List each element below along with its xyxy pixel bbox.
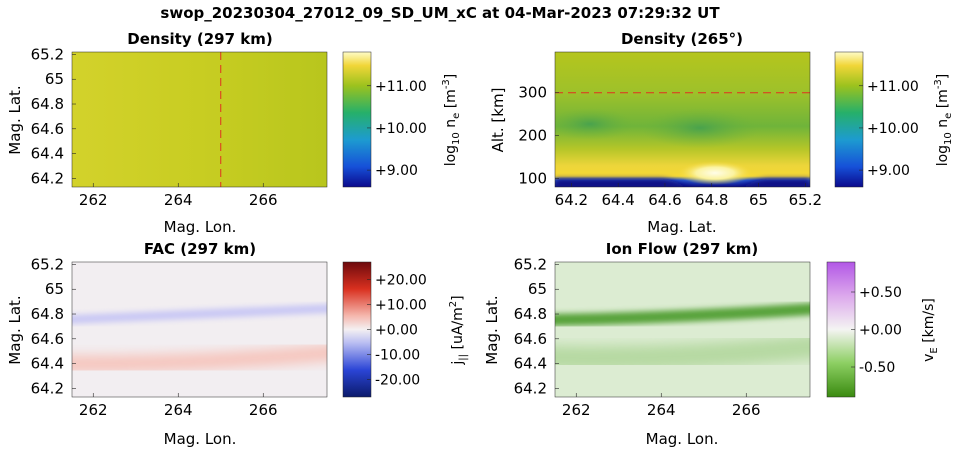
panel-2-ylabel: Alt. [km] <box>489 88 507 153</box>
panel-2-peak-spot <box>677 161 753 185</box>
panel-1-colorbar <box>342 51 372 188</box>
y-tick-label: 200 <box>518 127 547 145</box>
y-tick-label: 65 <box>45 280 64 298</box>
x-tick-label: 65 <box>749 191 768 209</box>
panel-1-field <box>72 52 327 187</box>
colorbar-tick-label: +0.50 <box>859 285 902 301</box>
panel-4-band <box>555 303 810 326</box>
panel-fac-297km: FAC (297 km) 262 264 266 64.2 64.4 64.6 64.8 65… <box>6 240 469 448</box>
colorbar-tick-label: +11.00 <box>867 79 919 95</box>
panel-3-band <box>72 344 327 372</box>
panel-4-xlabel: Mag. Lon. <box>646 430 719 448</box>
figure-title: swop_20230304_27012_09_SD_UM_xC at 04-Ma… <box>160 4 720 22</box>
panel-3-xlabel: Mag. Lon. <box>164 430 237 448</box>
panel-density-265deg: Density (265°) 64.2 64.4 64.6 64.8 65 65.2 100… <box>489 30 954 236</box>
panel-3-title: FAC (297 km) <box>144 240 256 258</box>
panel-2-colorbar <box>834 51 864 188</box>
y-tick-label: 65.2 <box>31 255 64 273</box>
colorbar-tick-label: +11.00 <box>375 79 427 95</box>
panel-ion-flow-297km: Ion Flow (297 km) 262 264 266 64.2 64.4 64.6 6… <box>483 240 940 448</box>
panel-4-colorbar-label: vE [km/s] <box>921 298 940 362</box>
panel-3-colorbar-label: j|| [uA/m2] <box>448 295 469 365</box>
colorbar-tick-label: +9.00 <box>375 163 418 179</box>
colorbar-tick-label: +0.00 <box>375 323 418 339</box>
panel-2-title: Density (265°) <box>621 30 743 48</box>
x-tick-label: 266 <box>249 401 278 419</box>
panel-2-frame <box>554 51 811 188</box>
panel-1-xlabel: Mag. Lon. <box>164 218 237 236</box>
y-tick-label: 64.2 <box>31 169 64 187</box>
y-tick-label: 64.6 <box>31 330 64 348</box>
y-tick-label: 65.2 <box>31 45 64 63</box>
panel-4-ylabel: Mag. Lat. <box>483 295 501 364</box>
panel-2-depleted-layer <box>555 179 810 187</box>
y-tick-label: 64.4 <box>31 355 64 373</box>
panel-2-xlabel: Mag. Lat. <box>647 218 716 236</box>
x-tick-label: 64.4 <box>601 191 634 209</box>
colorbar-tick-label: +0.00 <box>859 323 902 339</box>
panel-3-colorbar <box>342 261 372 398</box>
y-tick-label: 65.2 <box>514 255 547 273</box>
y-tick-label: 100 <box>518 169 547 187</box>
x-tick-label: 266 <box>249 191 278 209</box>
y-tick-label: 65 <box>528 280 547 298</box>
colorbar-tick-label: +10.00 <box>375 121 427 137</box>
colorbar-tick-label: +20.00 <box>375 273 427 289</box>
panel-3-ylabel: Mag. Lat. <box>6 295 24 364</box>
y-tick-label: 64.8 <box>514 305 547 323</box>
x-tick-label: 262 <box>79 401 108 419</box>
x-tick-label: 264 <box>164 191 193 209</box>
panel-4-field <box>555 262 810 397</box>
colorbar-tick-label: +10.00 <box>867 121 919 137</box>
y-tick-label: 64.2 <box>514 379 547 397</box>
panel-3-frame <box>71 261 328 398</box>
panel-4-frame <box>554 261 811 398</box>
panel-3-field <box>72 262 327 397</box>
y-tick-label: 64.4 <box>514 355 547 373</box>
colorbar-tick-label: +10.00 <box>375 298 427 314</box>
y-tick-label: 64.4 <box>31 145 64 163</box>
panel-4-title: Ion Flow (297 km) <box>606 240 758 258</box>
panel-1-title: Density (297 km) <box>127 30 272 48</box>
panel-4-band <box>555 335 810 371</box>
y-tick-label: 64.2 <box>31 379 64 397</box>
x-tick-label: 266 <box>732 401 761 419</box>
y-tick-label: 64.6 <box>31 120 64 138</box>
panel-1-frame <box>71 51 328 188</box>
x-tick-label: 264 <box>647 401 676 419</box>
x-tick-label: 262 <box>79 191 108 209</box>
y-tick-label: 300 <box>518 84 547 102</box>
panel-2-dark-patch <box>640 108 760 148</box>
y-tick-label: 64.6 <box>514 330 547 348</box>
x-tick-label: 262 <box>562 401 591 419</box>
y-tick-label: 64.8 <box>31 305 64 323</box>
panel-3-band <box>72 304 327 324</box>
panel-1-ylabel: Mag. Lat. <box>6 85 24 154</box>
panel-density-297km: Density (297 km) 262 264 266 64.2 64.4 64.6 64… <box>6 30 462 236</box>
panel-1-colorbar-label: log10 ne [m-3] <box>441 74 462 167</box>
colorbar-tick-label: +9.00 <box>867 163 910 179</box>
x-tick-label: 64.2 <box>555 191 588 209</box>
panel-2-colorbar-label: log10 ne [m-3] <box>933 74 954 167</box>
colorbar-tick-label: -0.50 <box>859 360 895 376</box>
x-tick-label: 65.2 <box>789 191 822 209</box>
y-tick-label: 64.8 <box>31 95 64 113</box>
colorbar-tick-label: -10.00 <box>375 348 420 364</box>
x-tick-label: 64.8 <box>695 191 728 209</box>
x-tick-label: 64.6 <box>648 191 681 209</box>
panel-2-dark-patch <box>555 108 635 140</box>
x-tick-label: 264 <box>164 401 193 419</box>
y-tick-label: 65 <box>45 70 64 88</box>
panel-4-colorbar <box>826 261 856 398</box>
colorbar-tick-label: -20.00 <box>375 373 420 389</box>
